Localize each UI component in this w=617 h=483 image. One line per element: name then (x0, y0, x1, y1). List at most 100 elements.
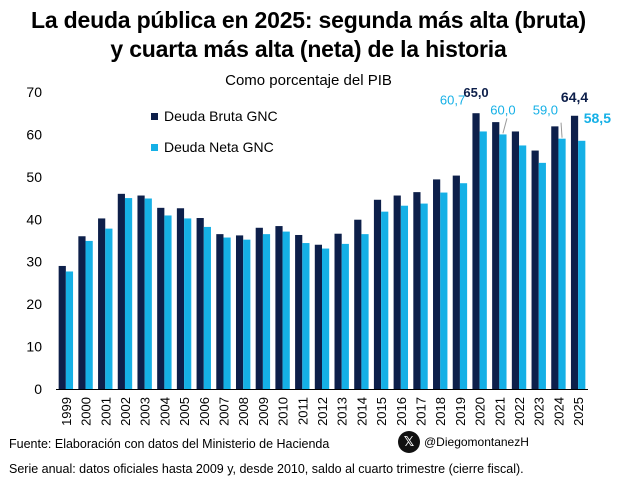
bar-bruta-2007 (216, 234, 224, 389)
bar-bruta-2008 (235, 235, 244, 389)
bar-neta-2020 (479, 131, 487, 390)
bar-neta-2004 (164, 215, 172, 389)
label-leader-line (502, 118, 508, 134)
x-tick-label: 2007 (216, 397, 231, 426)
x-tick-label: 2019 (453, 397, 468, 426)
bar-bruta-2022 (511, 131, 520, 390)
bar-neta-2003 (144, 198, 152, 389)
x-tick-label: 2000 (79, 397, 94, 426)
bar-neta-2025 (578, 140, 586, 389)
x-tick-label: 2015 (374, 397, 389, 426)
bar-neta-2024 (558, 138, 566, 389)
author-handle-text: @DiegomontanezH (424, 435, 529, 449)
bar-bruta-2020 (472, 113, 480, 389)
bar-bruta-2021 (492, 122, 500, 390)
data-label-neta-2020: 60,7 (440, 92, 465, 107)
bar-neta-2010 (282, 231, 290, 389)
x-tick-label: 2014 (354, 397, 369, 426)
chart-title-line-2: y cuarta más alta (neta) de la historia (110, 36, 507, 62)
y-tick-label: 0 (34, 381, 42, 397)
bar-neta-2014 (361, 234, 369, 389)
bar-bruta-2010 (275, 226, 283, 389)
bar-neta-2023 (538, 162, 546, 389)
bar-neta-2015 (381, 211, 389, 389)
legend-swatch-bruta (151, 113, 158, 120)
bar-bruta-2005 (176, 208, 185, 389)
bar-bruta-2013 (334, 233, 342, 389)
chart-title-line-1: La deuda pública en 2025: segunda más al… (31, 7, 586, 33)
bar-neta-2006 (203, 226, 211, 389)
bar-bruta-2011 (295, 234, 303, 389)
x-tick-label: 2024 (551, 397, 566, 426)
x-tick-label: 2022 (512, 397, 527, 426)
bar-bruta-2004 (157, 207, 165, 389)
bar-bruta-2002 (117, 193, 125, 389)
source-note: Fuente: Elaboración con datos del Minist… (9, 437, 330, 451)
x-tick-label: 2023 (532, 397, 547, 426)
legend-label-bruta: Deuda Bruta GNC (164, 108, 278, 124)
bar-bruta-2017 (413, 192, 421, 389)
y-tick-label: 10 (26, 339, 42, 355)
series-note: Serie anual: datos oficiales hasta 2009 … (9, 462, 524, 476)
bar-neta-2001 (105, 228, 113, 389)
bar-bruta-2001 (98, 218, 106, 389)
x-tick-label: 2018 (433, 397, 448, 426)
bar-neta-2013 (341, 243, 349, 389)
bar-bruta-1999 (58, 265, 66, 389)
chart-title: La deuda pública en 2025: segunda más al… (0, 6, 617, 64)
bar-neta-2018 (440, 192, 448, 389)
x-tick-label: 2002 (118, 397, 133, 426)
data-label-neta-2024: 59,0 (533, 103, 558, 118)
bar-neta-2000 (85, 240, 93, 389)
x-tick-label: 2012 (315, 397, 330, 426)
chart-subtitle: Como porcentaje del PIB (225, 72, 392, 89)
y-tick-label: 70 (26, 84, 42, 100)
x-tick-label: 2005 (177, 397, 192, 426)
x-logo-icon: 𝕏 (398, 431, 420, 453)
data-label-neta-2025: 58,5 (584, 110, 611, 126)
author-handle[interactable]: 𝕏 @DiegomontanezH (398, 431, 529, 453)
bar-neta-2012 (322, 248, 330, 389)
bar-neta-2002 (124, 198, 133, 389)
x-tick-label: 2016 (394, 397, 409, 426)
y-tick-label: 30 (26, 254, 42, 270)
x-tick-label: 2003 (138, 397, 153, 426)
y-tick-label: 20 (26, 296, 42, 312)
x-tick-label: 2010 (276, 397, 291, 426)
bar-neta-2021 (499, 134, 507, 389)
x-tick-label: 2009 (256, 397, 271, 426)
bar-neta-2008 (243, 239, 251, 389)
data-label-neta-2021: 60,0 (490, 102, 515, 117)
x-tick-label: 1999 (59, 397, 74, 426)
label-leader-line (560, 122, 563, 138)
x-tick-label: 2017 (414, 397, 429, 426)
x-tick-label: 2001 (98, 397, 113, 426)
x-tick-label: 2004 (157, 397, 172, 426)
bar-bruta-2009 (255, 227, 263, 389)
bar-bruta-2018 (433, 179, 441, 389)
legend-label-neta: Deuda Neta GNC (164, 139, 274, 155)
bar-bruta-2016 (393, 195, 401, 389)
y-tick-label: 40 (26, 211, 42, 227)
bar-neta-2017 (420, 203, 428, 389)
bar-bruta-2014 (354, 219, 362, 389)
bar-bruta-2003 (137, 195, 145, 389)
bar-neta-2005 (184, 218, 192, 389)
bar-bruta-2012 (314, 244, 322, 389)
bar-bruta-2000 (78, 236, 86, 389)
x-tick-label: 2008 (236, 397, 251, 426)
bar-bruta-2006 (196, 218, 204, 389)
bar-neta-2009 (262, 234, 271, 389)
bar-neta-2022 (519, 145, 527, 389)
x-tick-label: 2020 (473, 397, 488, 426)
bar-bruta-2019 (452, 175, 460, 389)
data-label-bruta-2020: 65,0 (463, 85, 488, 100)
bar-neta-2007 (223, 237, 231, 389)
bar-neta-1999 (65, 271, 74, 389)
bar-bruta-2024 (551, 126, 559, 390)
y-tick-label: 60 (26, 126, 42, 142)
bar-neta-2019 (459, 183, 468, 389)
bar-neta-2016 (400, 205, 409, 389)
x-tick-label: 2013 (335, 397, 350, 426)
